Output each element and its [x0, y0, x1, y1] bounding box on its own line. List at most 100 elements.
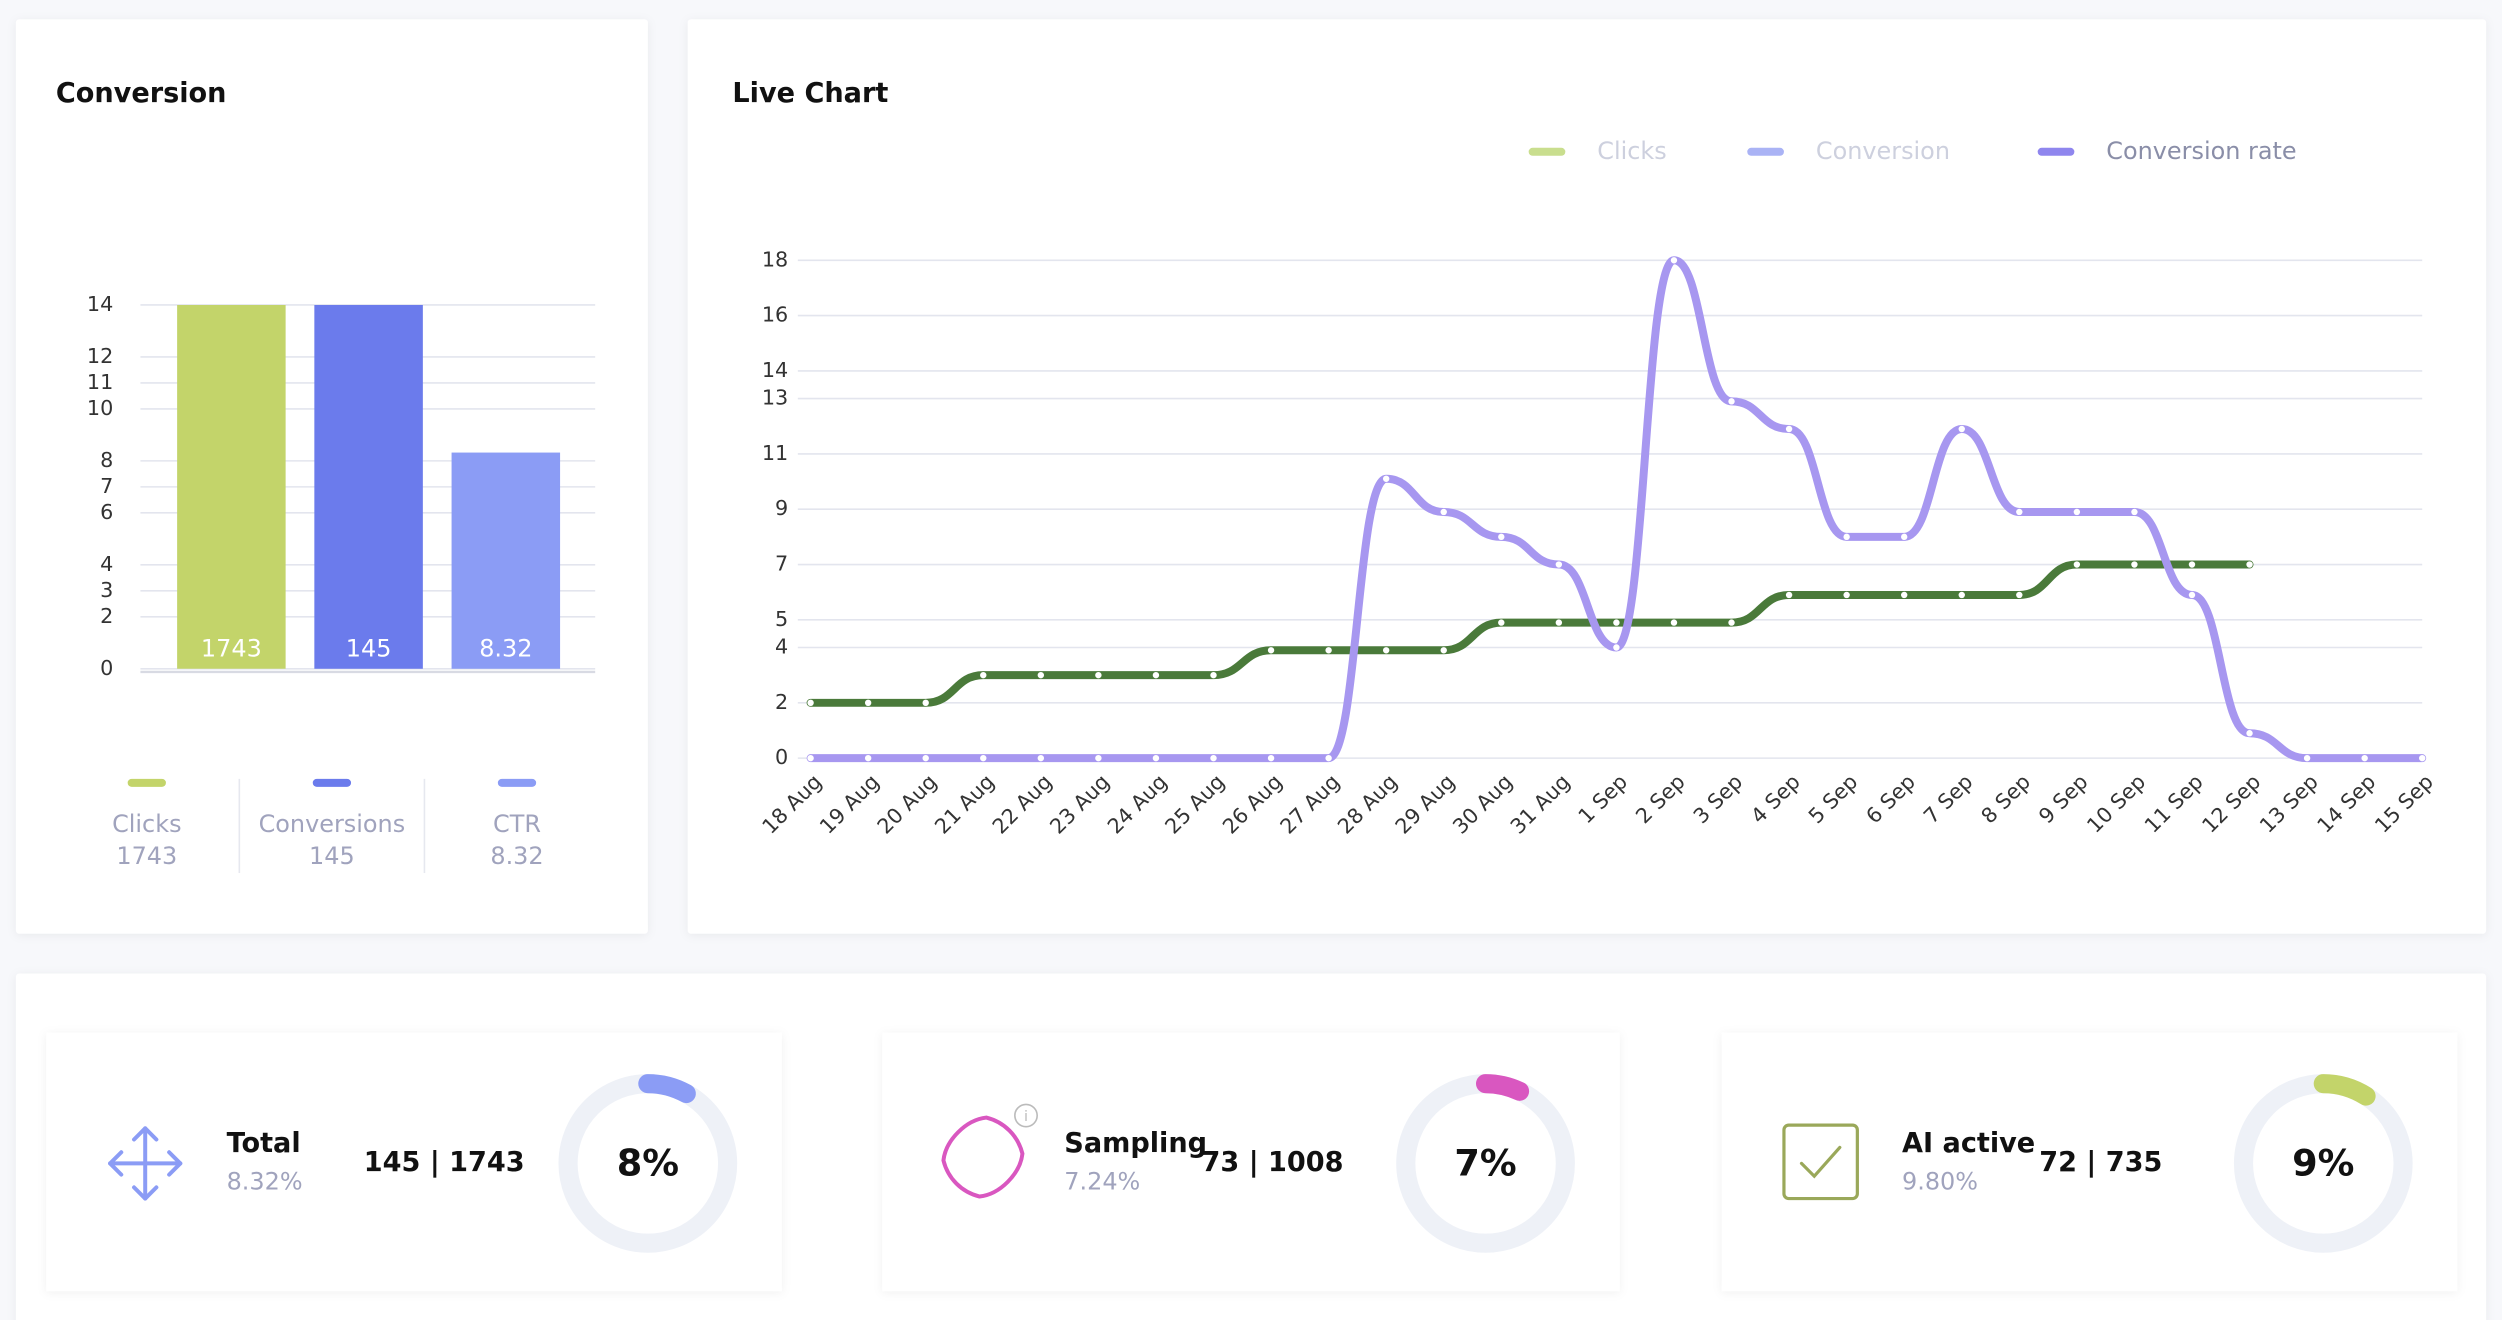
card-title: Sampling	[1064, 1128, 1207, 1159]
legend-value: 145	[309, 842, 355, 870]
line-point	[2073, 561, 2081, 568]
line-point	[1382, 475, 1390, 482]
y-tick-label: 11	[762, 441, 788, 465]
line-point	[1267, 647, 1275, 654]
line-point	[2419, 754, 2426, 762]
line-point	[864, 699, 872, 707]
line-point	[980, 754, 987, 762]
donut-label: 9%	[2292, 1142, 2354, 1185]
line-point	[1498, 533, 1505, 541]
line-point	[2361, 754, 2368, 762]
legend-swatch	[312, 778, 352, 787]
line-point	[1843, 591, 1850, 599]
line-point	[864, 754, 872, 762]
line-point	[1555, 619, 1563, 626]
y-tick-label: 10	[87, 396, 113, 420]
legend-swatch	[2037, 147, 2075, 156]
line-point	[1440, 647, 1447, 654]
panel-title: Conversion	[56, 78, 227, 109]
y-tick-label: 12	[87, 344, 113, 368]
card-ratio: 72 | 735	[2039, 1147, 2162, 1178]
line-point	[1555, 561, 1563, 568]
y-tick-label: 3	[100, 578, 113, 602]
line-point	[1843, 533, 1850, 541]
bar-value-label: 145	[346, 635, 392, 663]
card-subtitle: 8.32%	[227, 1168, 303, 1196]
bar	[451, 452, 561, 669]
line-point	[1670, 257, 1678, 264]
y-tick-label: 16	[762, 303, 788, 327]
card-ratio: 145 | 1743	[364, 1147, 525, 1178]
legend-label: Conversion	[1816, 137, 1950, 165]
line-point	[1325, 754, 1332, 762]
y-tick-label: 11	[87, 370, 113, 394]
donut-label: 8%	[617, 1142, 679, 1185]
line-point	[1210, 671, 1217, 679]
line-point	[1958, 425, 1965, 433]
bar	[314, 304, 423, 669]
line-point	[922, 699, 929, 707]
legend-swatch	[127, 778, 166, 787]
line-point	[1382, 647, 1390, 654]
bar	[177, 304, 286, 669]
line-point	[2303, 754, 2311, 762]
y-tick-label: 0	[775, 745, 788, 769]
y-tick-label: 14	[87, 292, 113, 316]
line-point	[2246, 561, 2253, 568]
y-tick-label: 0	[100, 656, 113, 680]
line-point	[2073, 508, 2081, 516]
donut-label: 7%	[1454, 1142, 1516, 1185]
legend-label: Clicks	[1597, 137, 1666, 165]
y-tick-label: 5	[775, 607, 788, 631]
line-point	[1613, 644, 1620, 651]
line-point	[1901, 591, 1908, 599]
donut-arc	[2233, 1074, 2413, 1253]
line	[806, 256, 2427, 763]
y-tick-label: 7	[100, 474, 113, 498]
legend-label: Clicks	[112, 810, 181, 838]
panel-title: Live Chart	[732, 78, 888, 109]
legend-swatch	[1528, 147, 1566, 156]
line-point	[922, 754, 929, 762]
line-point	[2188, 561, 2196, 568]
y-tick-label: 7	[775, 552, 788, 576]
line-point	[2246, 730, 2253, 737]
line-point	[1728, 619, 1735, 626]
line-point	[2016, 508, 2023, 516]
card-subtitle: 7.24%	[1064, 1168, 1140, 1196]
legend-label: Conversions	[259, 810, 406, 838]
svg-text:i: i	[1024, 1109, 1028, 1125]
legend-value: 8.32	[490, 842, 543, 870]
line-point	[1267, 754, 1275, 762]
y-tick-label: 2	[775, 690, 788, 714]
y-tick-label: 4	[775, 635, 788, 659]
line-point	[1440, 508, 1447, 516]
legend-value: 1743	[116, 842, 177, 870]
line-point	[807, 754, 814, 762]
y-tick-label: 6	[100, 500, 113, 524]
line-point	[1325, 647, 1332, 654]
line-point	[1095, 671, 1102, 679]
line-point	[1670, 619, 1678, 626]
y-tick-label: 4	[100, 552, 113, 576]
sampling-icon: i	[941, 1103, 1038, 1199]
bar-value-label: 8.32	[479, 635, 532, 663]
y-tick-label: 9	[775, 496, 788, 520]
y-tick-label: 13	[762, 386, 788, 410]
line-point	[1210, 754, 1217, 762]
line-point	[980, 671, 987, 679]
line-point	[1728, 398, 1735, 405]
card-ratio: 73 | 1008	[1202, 1147, 1344, 1178]
line-point	[2131, 561, 2138, 568]
line-point	[1152, 671, 1160, 679]
line-point	[2188, 591, 2196, 599]
card-title: AI active	[1902, 1128, 2035, 1159]
line-point	[1785, 591, 1793, 599]
line-point	[2016, 591, 2023, 599]
legend-label: Conversion rate	[2106, 137, 2296, 165]
live-chart-panel	[687, 19, 2487, 934]
line-point	[1037, 671, 1045, 679]
line-point	[1498, 619, 1505, 626]
